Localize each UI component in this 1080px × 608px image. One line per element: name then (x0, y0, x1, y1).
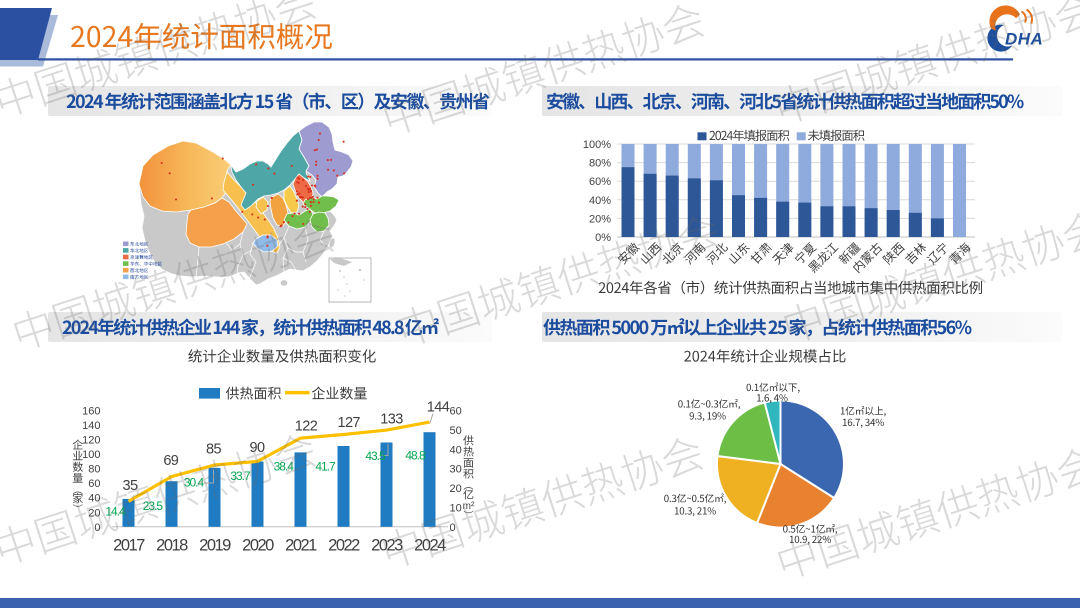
svg-text:60%: 60% (589, 176, 611, 188)
svg-text:0: 0 (94, 522, 100, 534)
svg-text:100%: 100% (583, 139, 611, 151)
svg-text:90: 90 (250, 440, 265, 456)
svg-text:0: 0 (450, 522, 456, 534)
svg-text:40: 40 (88, 493, 100, 505)
svg-text:20: 20 (88, 507, 100, 519)
svg-text:80%: 80% (589, 158, 611, 170)
svg-text:2023: 2023 (371, 537, 403, 555)
svg-text:2020: 2020 (242, 537, 274, 555)
svg-text:2019: 2019 (199, 537, 231, 555)
svg-text:2018: 2018 (156, 537, 188, 555)
svg-text:133: 133 (380, 412, 403, 428)
svg-text:2017: 2017 (113, 537, 145, 555)
svg-text:30: 30 (450, 464, 462, 476)
svg-text:0%: 0% (595, 232, 611, 244)
svg-text:43.5: 43.5 (365, 449, 386, 463)
svg-text:23.5: 23.5 (143, 499, 164, 513)
svg-text:DHA: DHA (1005, 30, 1043, 49)
svg-text:60: 60 (88, 478, 100, 490)
svg-text:2022: 2022 (328, 537, 360, 555)
svg-text:100: 100 (82, 449, 100, 461)
svg-text:20%: 20% (589, 213, 611, 225)
svg-text:20: 20 (450, 483, 462, 495)
svg-text:35: 35 (123, 478, 138, 494)
svg-text:2021: 2021 (285, 537, 317, 555)
svg-text:10: 10 (450, 502, 462, 514)
svg-text:160: 160 (82, 406, 100, 418)
svg-text:120: 120 (82, 435, 100, 447)
svg-text:69: 69 (163, 453, 178, 469)
svg-text:60: 60 (450, 406, 462, 418)
svg-text:41.7: 41.7 (315, 460, 336, 474)
svg-text:144: 144 (427, 400, 450, 416)
svg-text:50: 50 (450, 425, 462, 437)
svg-text:33.7: 33.7 (230, 469, 251, 483)
svg-text:140: 140 (82, 420, 100, 432)
svg-text:2024: 2024 (414, 537, 446, 555)
svg-text:m²: m² (463, 501, 475, 512)
svg-text:127: 127 (337, 415, 360, 431)
svg-text:40%: 40% (589, 195, 611, 207)
svg-text:85: 85 (206, 442, 221, 458)
svg-text:122: 122 (295, 419, 318, 435)
svg-text:40: 40 (450, 444, 462, 456)
svg-text:80: 80 (88, 464, 100, 476)
svg-text:48.8: 48.8 (405, 449, 426, 463)
svg-text:14.4: 14.4 (105, 504, 126, 518)
svg-text:38.4: 38.4 (274, 460, 295, 474)
svg-text:30.4: 30.4 (184, 476, 205, 490)
